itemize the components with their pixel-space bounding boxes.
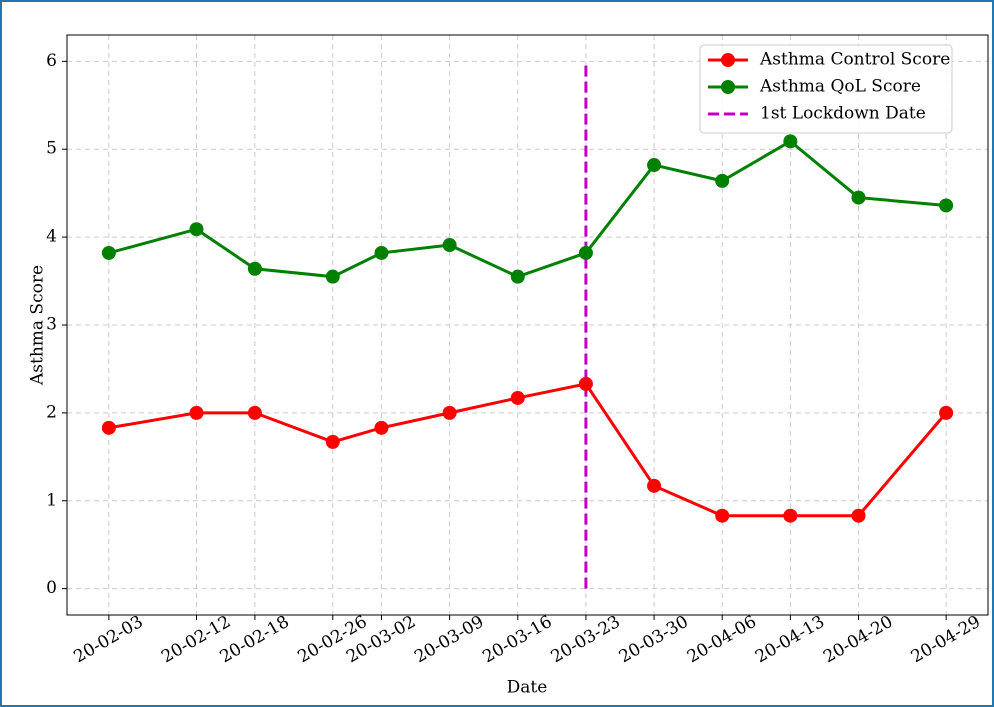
point — [578, 245, 593, 260]
point — [374, 245, 389, 260]
legend-marker — [721, 80, 735, 94]
y-axis-label: Asthma Score — [28, 265, 48, 386]
point — [247, 261, 262, 276]
point — [325, 434, 340, 449]
legend-label: 1st Lockdown Date — [760, 104, 926, 124]
point — [851, 508, 866, 523]
point — [325, 269, 340, 284]
x-axis-label: Date — [507, 678, 548, 698]
point — [101, 420, 116, 435]
legend-box — [699, 44, 953, 134]
point — [851, 190, 866, 205]
point — [783, 134, 798, 149]
y-tick-label: 4 — [46, 227, 57, 247]
legend-marker — [721, 53, 735, 67]
legend-label: Asthma QoL Score — [759, 77, 921, 97]
point — [939, 198, 954, 213]
point — [442, 238, 457, 253]
point — [510, 390, 525, 405]
y-tick-label: 6 — [46, 51, 57, 71]
point — [510, 269, 525, 284]
point — [647, 158, 662, 173]
y-tick-label: 2 — [46, 402, 57, 422]
point — [247, 405, 262, 420]
point — [578, 376, 593, 391]
point — [647, 478, 662, 493]
legend-label: Asthma Control Score — [759, 50, 950, 70]
y-tick-label: 3 — [46, 315, 57, 335]
point — [189, 222, 204, 237]
point — [101, 245, 116, 260]
point — [715, 173, 730, 188]
y-tick-label: 1 — [46, 490, 57, 510]
point — [715, 508, 730, 523]
point — [374, 420, 389, 435]
point — [783, 508, 798, 523]
point — [939, 405, 954, 420]
y-tick-label: 0 — [46, 578, 57, 598]
y-tick-label: 5 — [46, 139, 57, 159]
point — [189, 405, 204, 420]
point — [442, 405, 457, 420]
